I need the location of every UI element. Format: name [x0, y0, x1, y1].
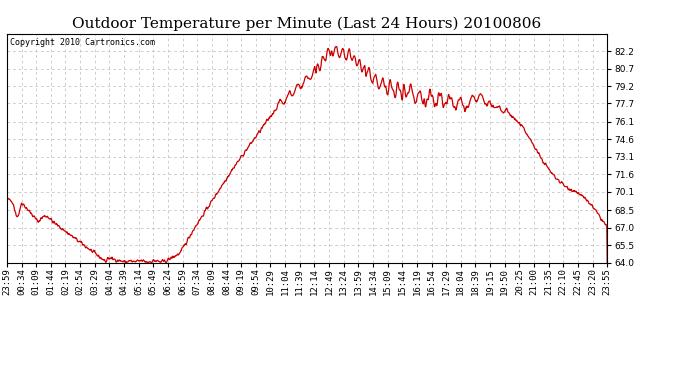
Title: Outdoor Temperature per Minute (Last 24 Hours) 20100806: Outdoor Temperature per Minute (Last 24 … [72, 17, 542, 31]
Text: Copyright 2010 Cartronics.com: Copyright 2010 Cartronics.com [10, 38, 155, 47]
